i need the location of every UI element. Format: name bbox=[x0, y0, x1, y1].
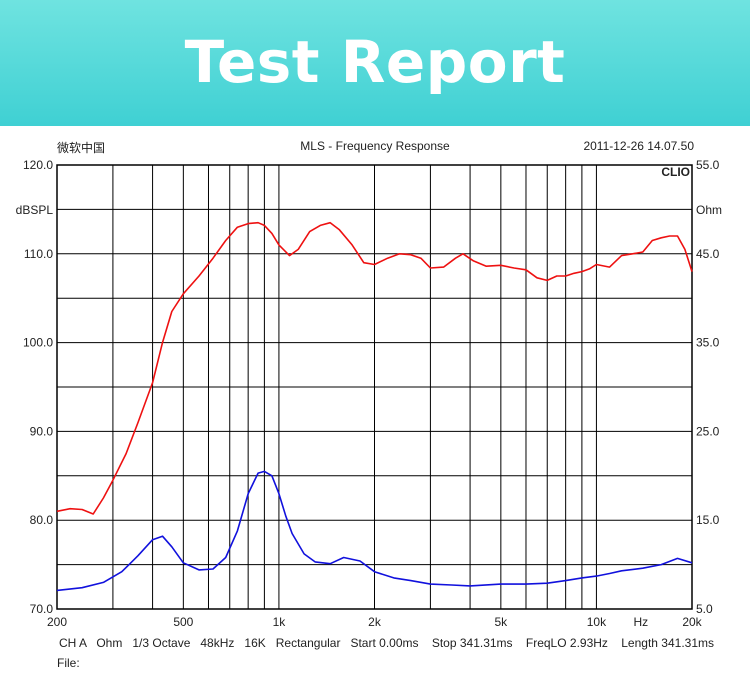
y-right-tick-label: 5.0 bbox=[696, 602, 713, 616]
y-left-tick-label: 90.0 bbox=[30, 424, 54, 438]
file-label: File: bbox=[57, 656, 80, 670]
plot-frame bbox=[56, 164, 693, 610]
banner-title: Test Report bbox=[184, 28, 566, 96]
spl-curve bbox=[56, 221, 693, 515]
y-left-tick-label: 100.0 bbox=[23, 336, 53, 350]
x-tick-label: 200 bbox=[47, 615, 67, 629]
y-right-tick-label: 25.0 bbox=[696, 424, 720, 438]
y-right-tick-label: 35.0 bbox=[696, 336, 720, 350]
clio-logo: CLIO bbox=[661, 165, 690, 179]
x-unit-label: Hz bbox=[633, 615, 648, 629]
x-tick-label: 500 bbox=[173, 615, 193, 629]
y-right-tick-label: 45.0 bbox=[696, 247, 720, 261]
x-tick-label: 1k bbox=[273, 615, 287, 629]
y-right-axis-label: Ohm bbox=[696, 203, 722, 217]
y-left-tick-label: 80.0 bbox=[30, 513, 54, 527]
measurement-settings: CH A Ohm 1/3 Octave 48kHz 16K Rectangula… bbox=[59, 636, 714, 650]
y-left-tick-label: 120.0 bbox=[23, 158, 53, 172]
header-company: 微软中国 bbox=[57, 141, 106, 155]
x-tick-label: 20k bbox=[682, 615, 702, 629]
chart-title: MLS - Frequency Response bbox=[300, 139, 450, 153]
header-timestamp: 2011-12-26 14.07.50 bbox=[583, 139, 694, 153]
x-tick-label: 2k bbox=[368, 615, 382, 629]
y-right-tick-label: 55.0 bbox=[696, 158, 720, 172]
x-tick-label: 10k bbox=[587, 615, 607, 629]
banner: Test Report bbox=[0, 0, 750, 126]
x-tick-label: 5k bbox=[495, 615, 509, 629]
y-left-tick-label: 70.0 bbox=[30, 602, 54, 616]
y-left-tick-label: 110.0 bbox=[24, 247, 53, 261]
y-right-tick-label: 15.0 bbox=[696, 513, 720, 527]
impedance-curve bbox=[56, 470, 693, 592]
y-left-axis-label: dBSPL bbox=[16, 203, 54, 217]
